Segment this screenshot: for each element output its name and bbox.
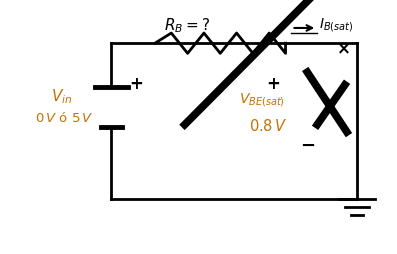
Text: $0\,V$ ó $5\,V$: $0\,V$ ó $5\,V$ xyxy=(35,111,93,125)
Text: −: − xyxy=(300,136,315,154)
Text: $R_B =?$: $R_B =?$ xyxy=(164,16,210,35)
Text: +: + xyxy=(129,75,143,93)
Text: $V_{in}$: $V_{in}$ xyxy=(51,87,73,106)
Text: $I_{B(sat)}$: $I_{B(sat)}$ xyxy=(319,16,353,34)
Text: $V_{BE(sat)}$: $V_{BE(sat)}$ xyxy=(239,91,285,109)
Text: $0.8\,V$: $0.8\,V$ xyxy=(249,117,287,133)
Text: ×: × xyxy=(337,40,351,58)
Text: +: + xyxy=(267,75,281,93)
